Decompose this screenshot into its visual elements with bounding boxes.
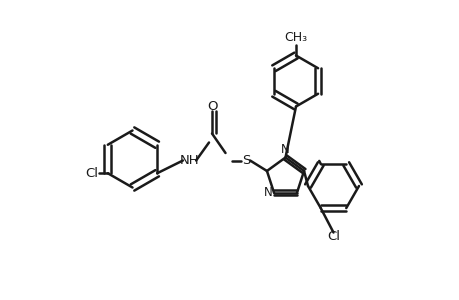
Text: S: S: [242, 154, 250, 167]
Text: CH₃: CH₃: [284, 31, 307, 44]
Text: N: N: [263, 186, 272, 199]
Text: N: N: [280, 143, 289, 156]
Text: O: O: [206, 100, 217, 113]
Text: NH: NH: [179, 154, 199, 167]
Text: Cl: Cl: [84, 167, 98, 180]
Text: Cl: Cl: [326, 230, 339, 244]
